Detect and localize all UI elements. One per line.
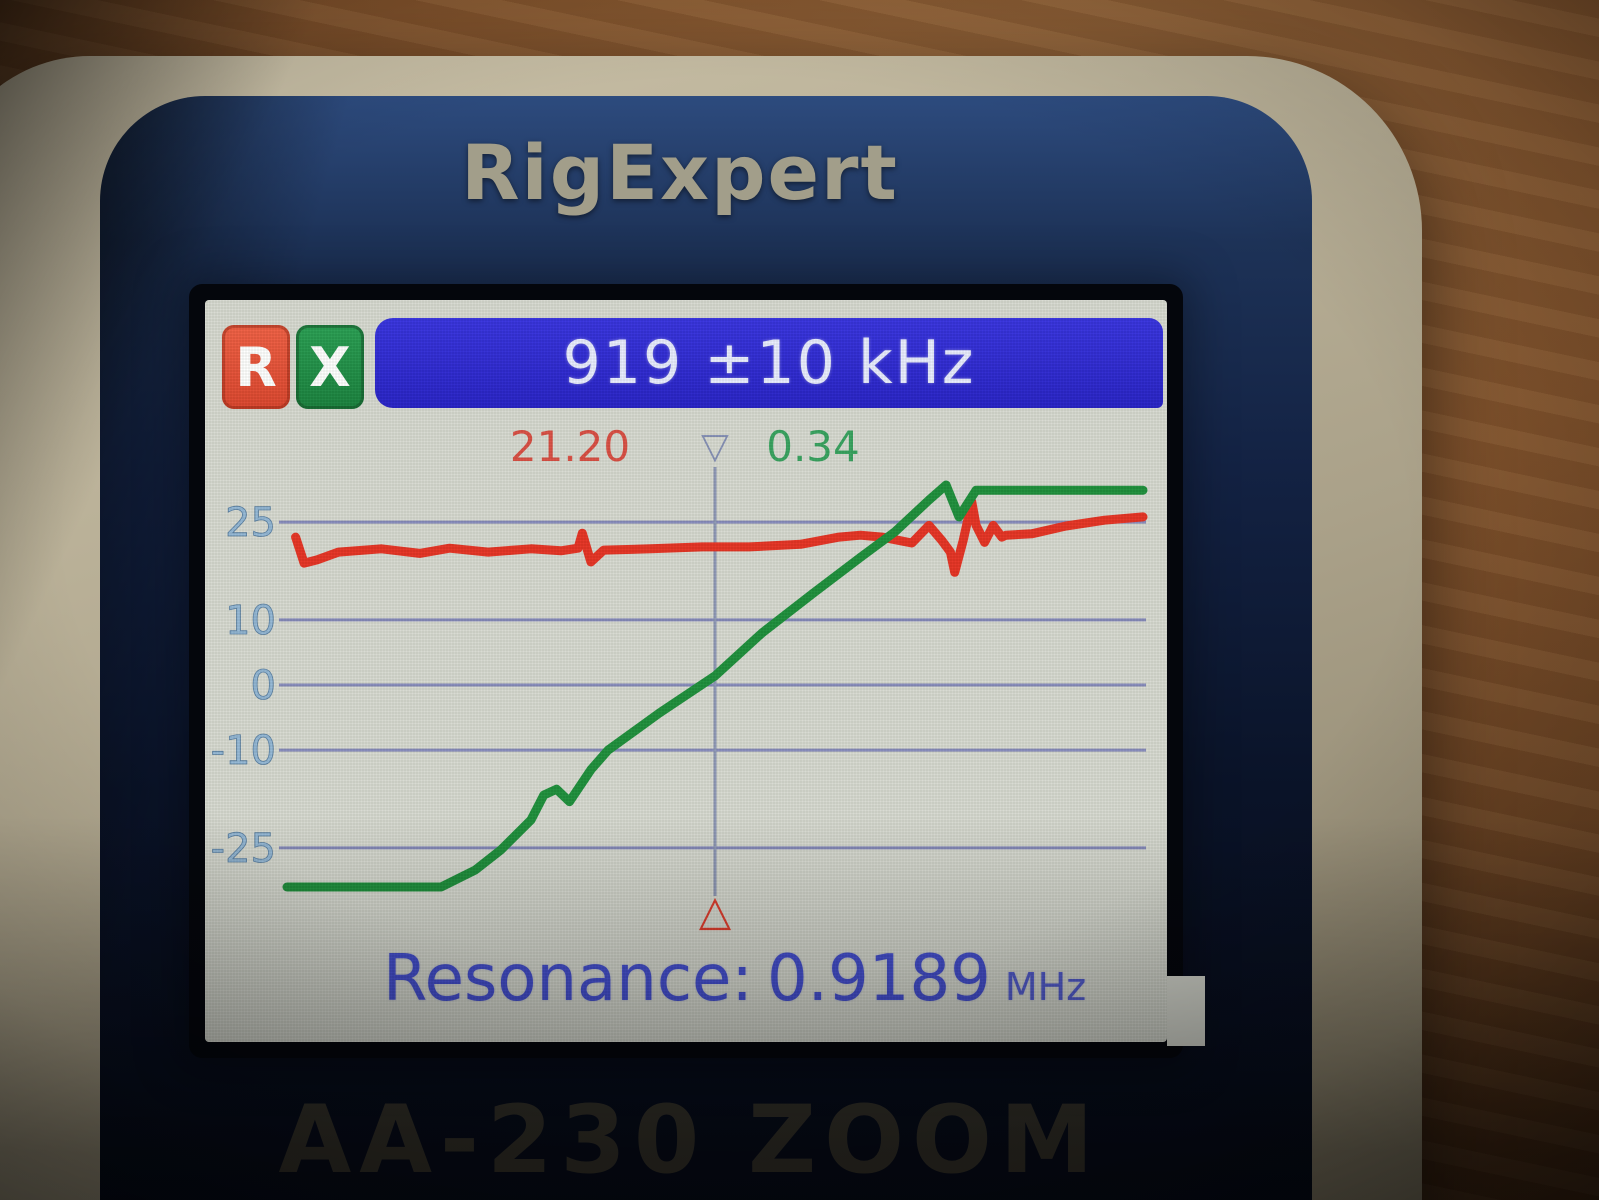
resonance-value: 0.9189 — [766, 942, 991, 1016]
resonance-readout: Resonance: 0.9189 MHz — [383, 942, 1086, 1016]
device-brand-label: RigExpert — [461, 128, 899, 217]
resonance-label: Resonance: — [383, 942, 753, 1016]
device-model-label: AA-230 ZOOM — [278, 1086, 1102, 1195]
resonance-unit: MHz — [1004, 965, 1087, 1009]
y-tick-label--10: -10 — [211, 728, 276, 774]
y-tick-label-10: 10 — [225, 598, 276, 644]
y-tick-label-0: 0 — [251, 663, 276, 709]
y-tick-label--25: -25 — [211, 826, 276, 872]
trace-r — [291, 497, 1148, 577]
lcd-corner-tab — [1167, 976, 1205, 1046]
y-tick-label-25: 25 — [225, 500, 276, 546]
cursor-bottom-marker-icon: △ — [698, 886, 732, 935]
lcd-screen: R X 919 ±10 kHz 21.20 ▽ 0.34 25 10 0 -10 -25… — [205, 300, 1205, 1046]
